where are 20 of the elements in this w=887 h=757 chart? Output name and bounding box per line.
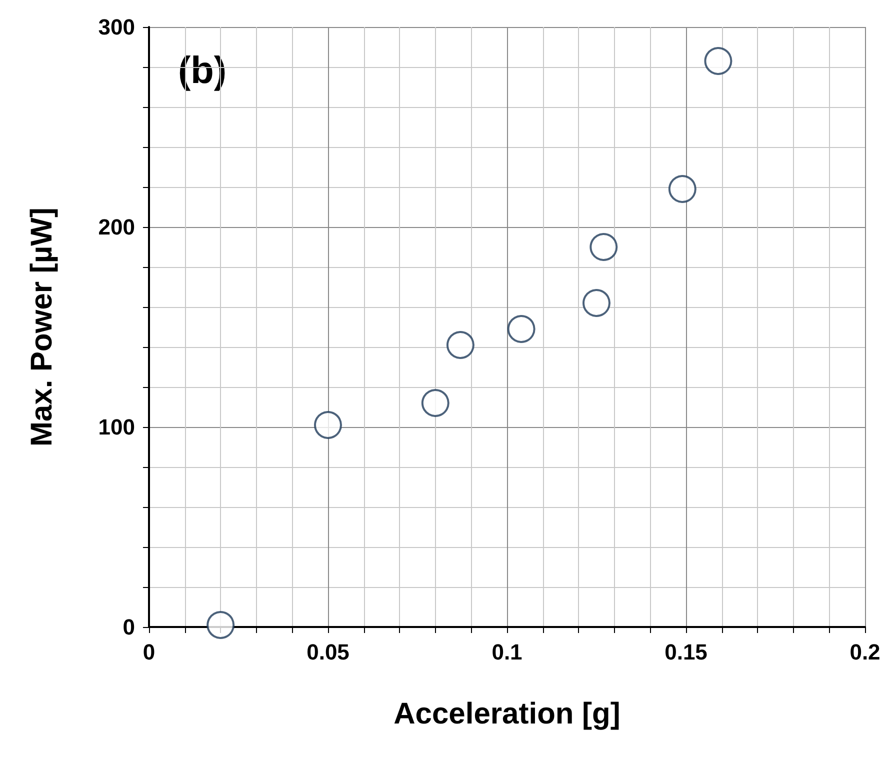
x-tick-label: 0.05 (306, 640, 350, 664)
y-tick-label: 0 (122, 614, 135, 640)
point (582, 289, 610, 317)
point (421, 389, 450, 417)
point (446, 331, 474, 359)
y-axis-title: Max. Power [µW] (26, 208, 58, 446)
x-tick-label: 0.2 (850, 640, 880, 664)
point (206, 611, 235, 639)
y-tick-label: 300 (98, 14, 135, 40)
x-tick-label: 0 (142, 640, 156, 664)
x-tick-label: 0.15 (664, 640, 708, 664)
point (507, 315, 536, 343)
point (668, 175, 696, 203)
point (704, 47, 732, 75)
point (314, 411, 342, 439)
point (590, 233, 618, 261)
x-tick-label: 0.1 (492, 640, 522, 664)
y-tick-label: 100 (98, 414, 135, 440)
y-tick-label: 200 (98, 214, 135, 240)
x-axis-title: Acceleration [g] (394, 698, 620, 730)
